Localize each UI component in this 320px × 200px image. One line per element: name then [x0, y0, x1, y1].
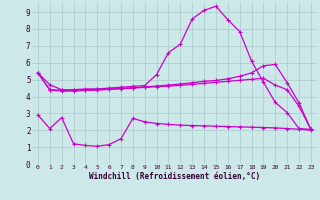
X-axis label: Windchill (Refroidissement éolien,°C): Windchill (Refroidissement éolien,°C) — [89, 172, 260, 181]
